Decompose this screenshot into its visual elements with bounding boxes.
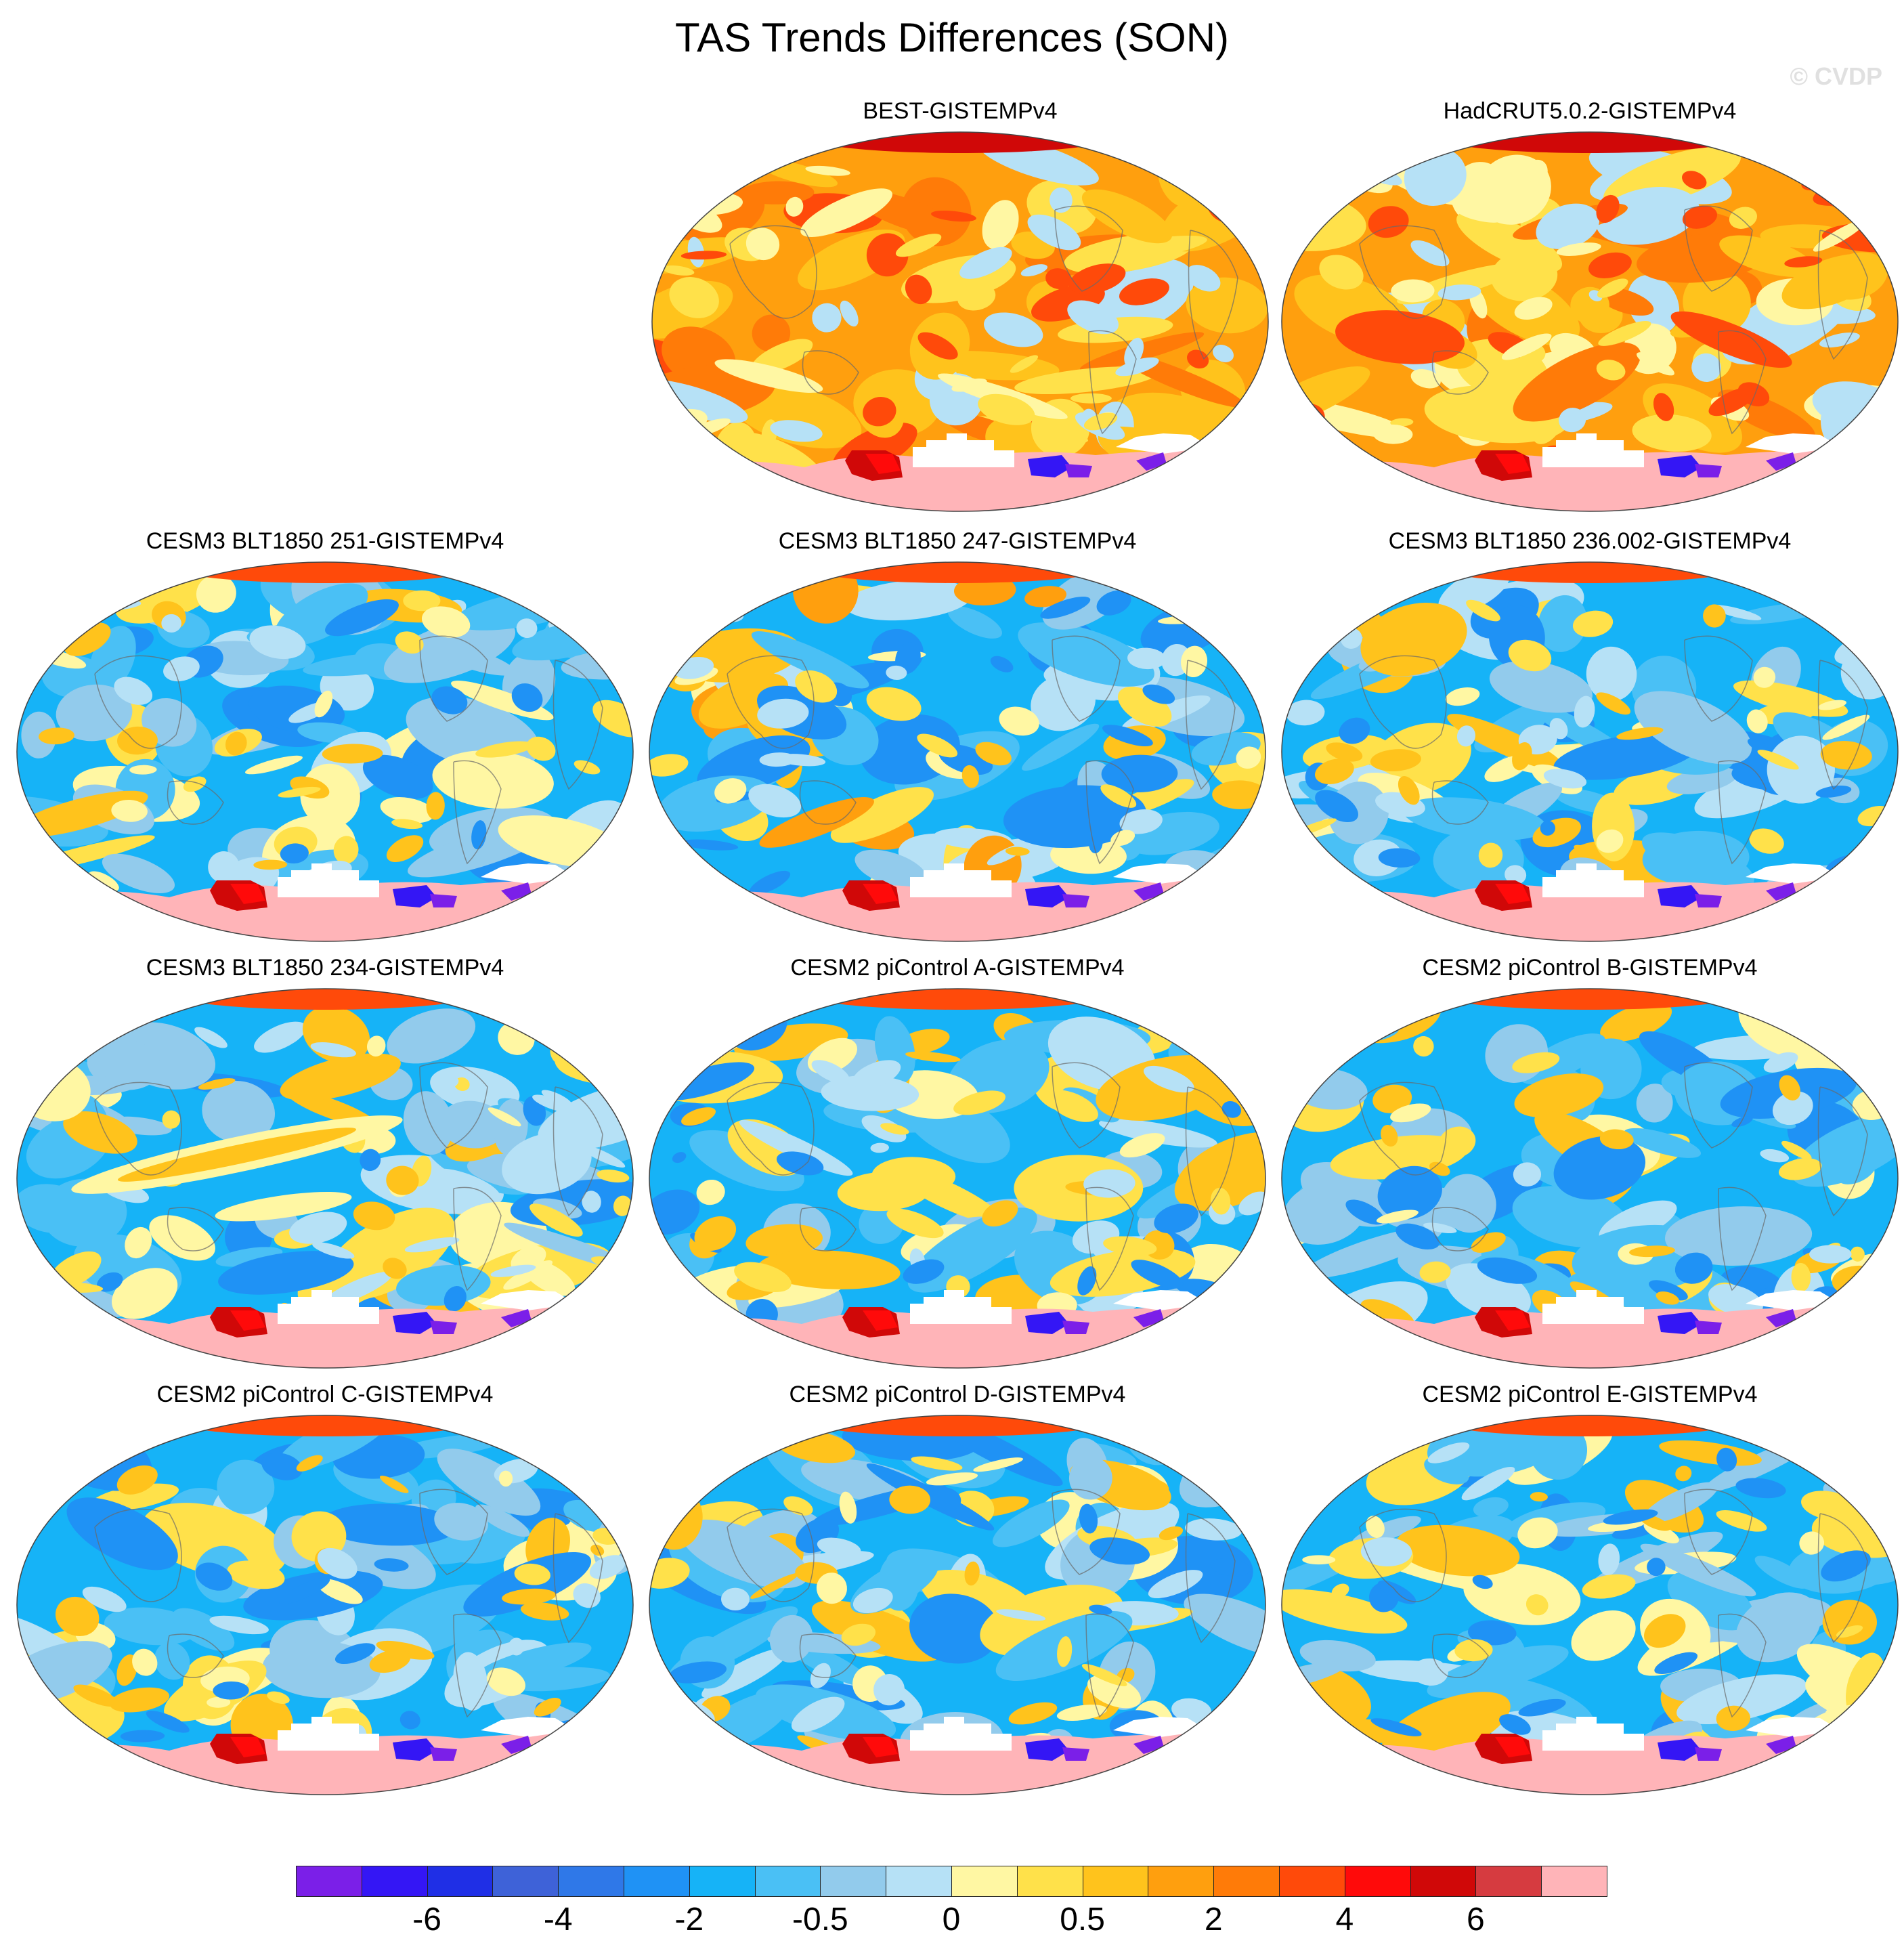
map-panel-title: CESM3 BLT1850 236.002-GISTEMPv4 [1388, 528, 1792, 554]
map-panel-title: CESM2 piControl D-GISTEMPv4 [789, 1382, 1126, 1407]
map-panel: CESM2 piControl B-GISTEMPv4 [1278, 951, 1901, 1371]
map-panel-title: BEST-GISTEMPv4 [863, 98, 1058, 124]
map-projection [1281, 988, 1899, 1369]
colorbar-tick-label: -0.5 [792, 1902, 848, 1938]
map-panel: CESM2 piControl D-GISTEMPv4 [646, 1378, 1269, 1798]
colorbar-box [1475, 1866, 1542, 1897]
colorbar-box [1082, 1866, 1149, 1897]
map-panel-title: CESM3 BLT1850 251-GISTEMPv4 [146, 528, 504, 554]
colorbar-box [427, 1866, 494, 1897]
colorbar-box [624, 1866, 690, 1897]
colorbar-box [1344, 1866, 1411, 1897]
colorbar-box [886, 1866, 952, 1897]
cvdp-watermark: © CVDP [1790, 62, 1882, 90]
map-panel-title: CESM2 piControl B-GISTEMPv4 [1422, 955, 1758, 981]
figure-title: TAS Trends Differences (SON) [674, 15, 1230, 60]
colorbar-box [689, 1866, 756, 1897]
colorbar-box [296, 1866, 362, 1897]
colorbar-tick-label: 4 [1335, 1902, 1354, 1938]
colorbar-tick-label: 0 [942, 1902, 961, 1938]
map-panel: CESM2 piControl A-GISTEMPv4 [646, 951, 1269, 1371]
map-panel-title: CESM2 piControl C-GISTEMPv4 [156, 1382, 494, 1407]
map-projection [16, 988, 634, 1369]
colorbar-box [1213, 1866, 1280, 1897]
colorbar-box [558, 1866, 624, 1897]
map-panel: CESM3 BLT1850 251-GISTEMPv4 [14, 525, 636, 945]
map-projection [16, 561, 634, 942]
colorbar-tick-label: -6 [412, 1902, 441, 1938]
colorbar-box [951, 1866, 1018, 1897]
colorbar-box [361, 1866, 428, 1897]
map-projection [651, 131, 1269, 512]
map-panel: CESM2 piControl C-GISTEMPv4 [14, 1378, 636, 1798]
colorbar-box [1541, 1866, 1607, 1897]
map-panel: CESM3 BLT1850 247-GISTEMPv4 [646, 525, 1269, 945]
map-panel-title: CESM2 piControl A-GISTEMPv4 [790, 955, 1125, 981]
colorbar-tick-label: 0.5 [1060, 1902, 1105, 1938]
map-panel-title: CESM3 BLT1850 234-GISTEMPv4 [146, 955, 504, 981]
colorbar [296, 1866, 1607, 1897]
map-projection [649, 561, 1266, 942]
colorbar-box [754, 1866, 821, 1897]
colorbar-box [1279, 1866, 1345, 1897]
map-projection [1281, 1415, 1899, 1795]
map-panel: BEST-GISTEMPv4 [649, 95, 1272, 515]
map-projection [1281, 561, 1899, 942]
map-panel-title: HadCRUT5.0.2-GISTEMPv4 [1443, 98, 1737, 124]
map-projection [649, 988, 1266, 1369]
colorbar-box [1016, 1866, 1083, 1897]
colorbar-box [492, 1866, 559, 1897]
map-panel-title: CESM2 piControl E-GISTEMPv4 [1422, 1382, 1758, 1407]
colorbar-box [820, 1866, 887, 1897]
colorbar-tick-label: 6 [1467, 1902, 1485, 1938]
map-panel: HadCRUT5.0.2-GISTEMPv4 [1278, 95, 1901, 515]
colorbar-tick-label: -2 [674, 1902, 704, 1938]
map-panel: CESM3 BLT1850 236.002-GISTEMPv4 [1278, 525, 1901, 945]
map-panel-title: CESM3 BLT1850 247-GISTEMPv4 [778, 528, 1137, 554]
map-panel: CESM2 piControl E-GISTEMPv4 [1278, 1378, 1901, 1798]
colorbar-box [1148, 1866, 1215, 1897]
colorbar-tick-label: 2 [1204, 1902, 1223, 1938]
map-projection [1281, 131, 1899, 512]
map-projection [649, 1415, 1266, 1795]
map-panel: CESM3 BLT1850 234-GISTEMPv4 [14, 951, 636, 1371]
colorbar-tick-label: -4 [543, 1902, 573, 1938]
map-projection [16, 1415, 634, 1795]
colorbar-box [1410, 1866, 1477, 1897]
